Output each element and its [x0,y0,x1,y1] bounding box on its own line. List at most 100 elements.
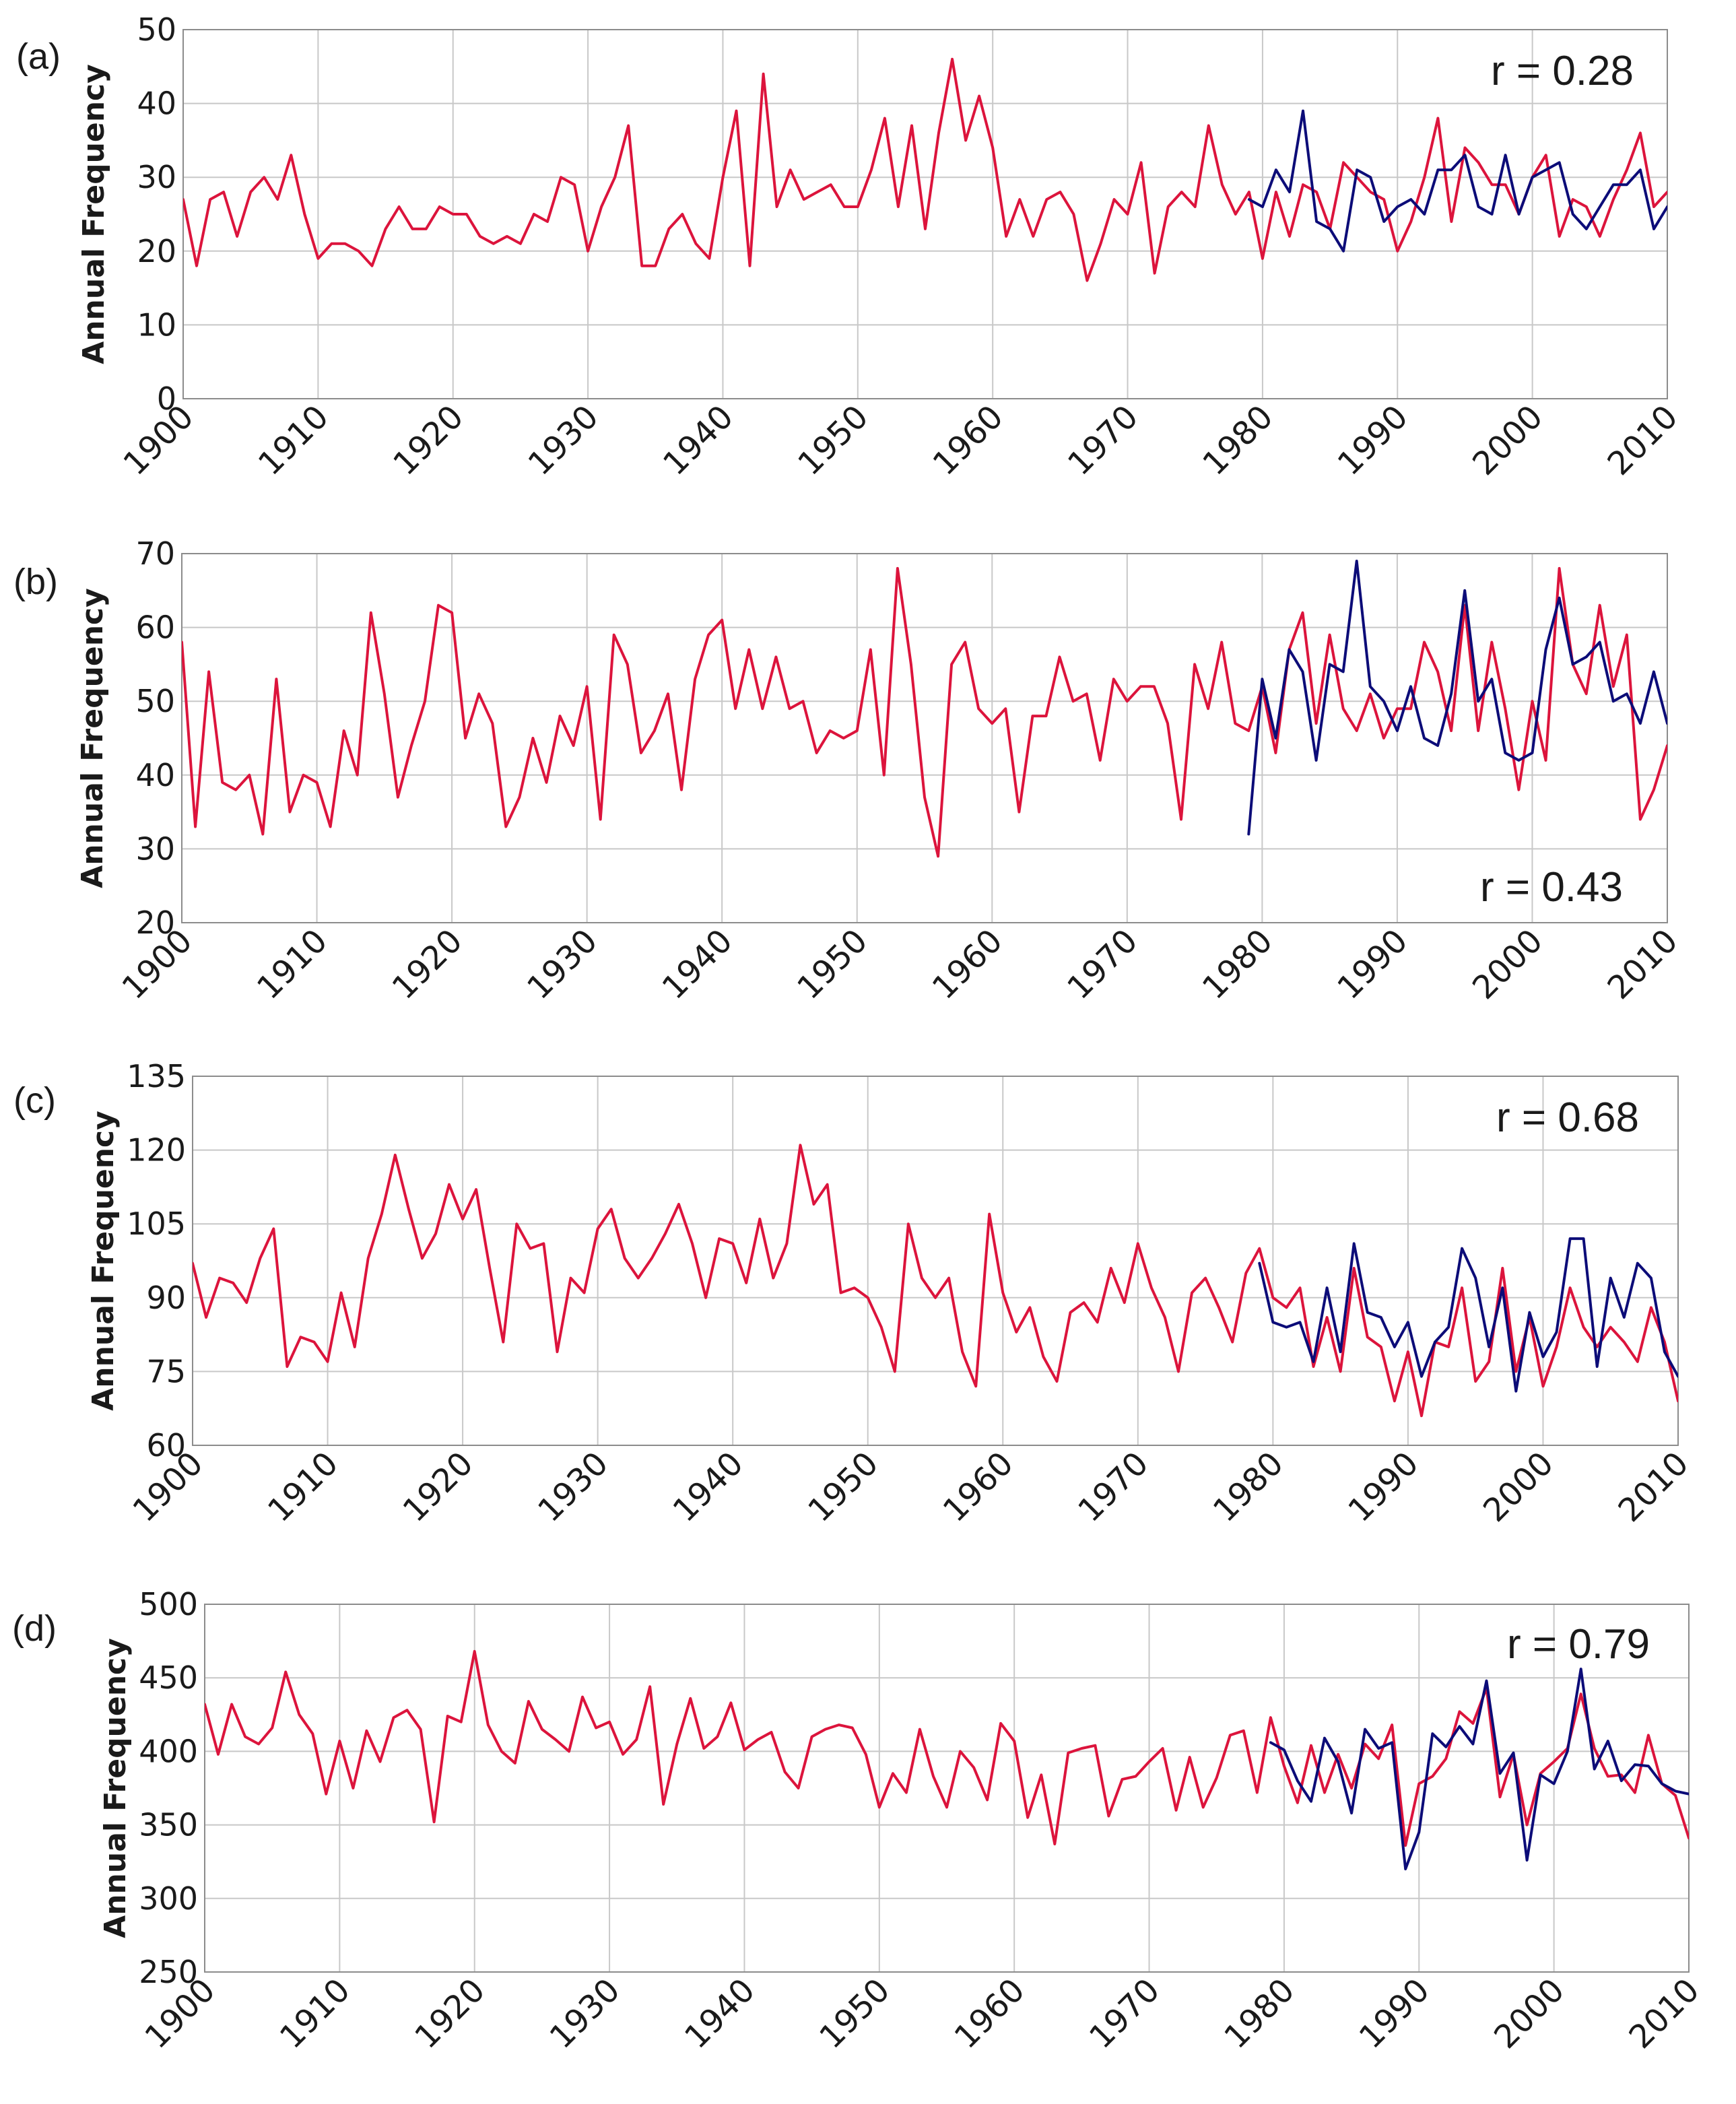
y-tick-label: 50 [135,683,175,719]
plot-frame [204,1604,1690,1973]
x-tick-label: 1910 [273,1971,358,2056]
x-tick-label: 1920 [407,1971,492,2056]
series-line-long-record [205,1649,1689,1847]
y-tick-label: 135 [127,1058,186,1094]
y-tick-label: 30 [135,830,175,867]
x-tick-label: 1960 [926,398,1011,483]
x-tick-label: 1970 [1082,1971,1167,2056]
x-tick-label: 1990 [1331,398,1415,483]
x-tick-label: 2010 [1622,1971,1707,2056]
x-tick-label: 1990 [1341,1445,1426,1530]
panel-label: (a) [16,36,61,77]
y-tick-label: 40 [135,757,175,793]
series-line-recent-record [1258,1237,1678,1393]
x-tick-label: 1920 [385,922,470,1007]
y-tick-label: 350 [139,1807,198,1843]
x-tick-label: 1970 [1060,922,1145,1007]
y-tick-label: 250 [139,1954,198,1990]
x-tick-label: 2010 [1601,922,1685,1007]
x-tick-label: 1980 [1195,922,1280,1007]
x-tick-label: 1920 [386,398,471,483]
panel-label: (b) [13,562,58,602]
panel-a: 1900 1910 1920 1930 1940 1950 1960 1970 1980 1990… [16,11,1685,483]
x-tick-label: 1910 [251,398,336,483]
series-line-recent-record [1247,109,1667,253]
plot-frame [181,553,1668,923]
series-group [182,560,1667,858]
y-axis-label: Annual Frequency [75,588,110,888]
y-tick-label: 60 [146,1427,186,1464]
x-tick-label: 2010 [1611,1445,1696,1530]
x-tick-label: 1960 [936,1445,1021,1530]
series-line-long-record [193,1144,1678,1418]
plot-frame [192,1076,1679,1446]
x-tick-label: 1960 [925,922,1010,1007]
x-tick-label: 1940 [655,922,740,1007]
y-tick-label: 90 [146,1280,186,1316]
y-axis-label: Annual Frequency [98,1638,133,1938]
y-tick-label: 300 [139,1880,198,1917]
x-tick-label: 1980 [1195,398,1280,483]
series-line-recent-record [1269,1668,1689,1871]
x-tick-label: 1990 [1330,922,1415,1007]
x-tick-label: 1950 [790,922,875,1007]
x-tick-label: 1990 [1352,1971,1437,2056]
x-tick-label: 2000 [1465,922,1550,1007]
panel-label: (d) [12,1608,57,1649]
series-line-recent-record [1247,560,1667,836]
x-tick-label: 1930 [543,1971,628,2056]
series-group [183,57,1667,282]
correlation-annotation: r = 0.43 [1480,864,1623,911]
y-tick-label: 400 [139,1733,198,1769]
x-tick-label: 1970 [1061,398,1145,483]
x-tick-label: 1950 [812,1971,897,2056]
x-tick-label: 1930 [521,398,606,483]
panel-b: 1900 1910 1920 1930 1940 1950 1960 1970 1980 1990… [13,535,1685,1007]
panel-label: (c) [13,1080,56,1121]
y-tick-label: 120 [127,1132,186,1169]
y-tick-label: 75 [146,1353,186,1389]
x-tick-label: 1910 [250,922,335,1007]
y-tick-label: 0 [157,381,176,417]
x-tick-label: 1940 [666,1445,751,1530]
correlation-annotation: r = 0.28 [1491,48,1634,94]
x-tick-label: 2000 [1487,1971,1572,2056]
plot-frame [182,29,1668,399]
series-group [205,1649,1689,1871]
y-tick-label: 10 [137,306,176,343]
x-tick-label: 1980 [1217,1971,1302,2056]
x-tick-label: 1920 [396,1445,481,1530]
x-tick-label: 1950 [791,398,875,483]
series-group [193,1144,1678,1418]
x-tick-label: 1980 [1206,1445,1291,1530]
y-tick-label: 40 [137,86,176,122]
y-axis-label: Annual Frequency [77,64,111,364]
x-tick-label: 1930 [531,1445,615,1530]
series-line-long-record [182,566,1667,858]
x-tick-label: 1930 [520,922,605,1007]
y-tick-label: 30 [137,159,176,195]
correlation-annotation: r = 0.68 [1496,1094,1639,1141]
y-tick-label: 20 [135,905,175,941]
y-axis-label: Annual Frequency [86,1111,121,1411]
x-tick-label: 2000 [1476,1445,1561,1530]
y-tick-label: 60 [135,610,175,646]
y-tick-label: 450 [139,1659,198,1696]
panel-d: 1900 1910 1920 1930 1940 1950 1960 1970 1980 1990… [12,1586,1706,2056]
y-tick-label: 500 [139,1586,198,1622]
x-tick-label: 2010 [1601,398,1685,483]
x-tick-label: 1940 [656,398,741,483]
y-tick-label: 50 [137,11,176,48]
y-tick-label: 70 [135,535,175,572]
x-tick-label: 2000 [1465,398,1550,483]
x-tick-label: 1910 [261,1445,345,1530]
panel-c: 1900 1910 1920 1930 1940 1950 1960 1970 1980 1990… [13,1058,1696,1530]
series-line-long-record [183,57,1667,282]
correlation-annotation: r = 0.79 [1507,1621,1650,1668]
x-tick-label: 1940 [677,1971,762,2056]
x-tick-label: 1950 [801,1445,886,1530]
x-tick-label: 1970 [1071,1445,1156,1530]
y-tick-label: 20 [137,233,176,269]
x-tick-label: 1960 [947,1971,1032,2056]
